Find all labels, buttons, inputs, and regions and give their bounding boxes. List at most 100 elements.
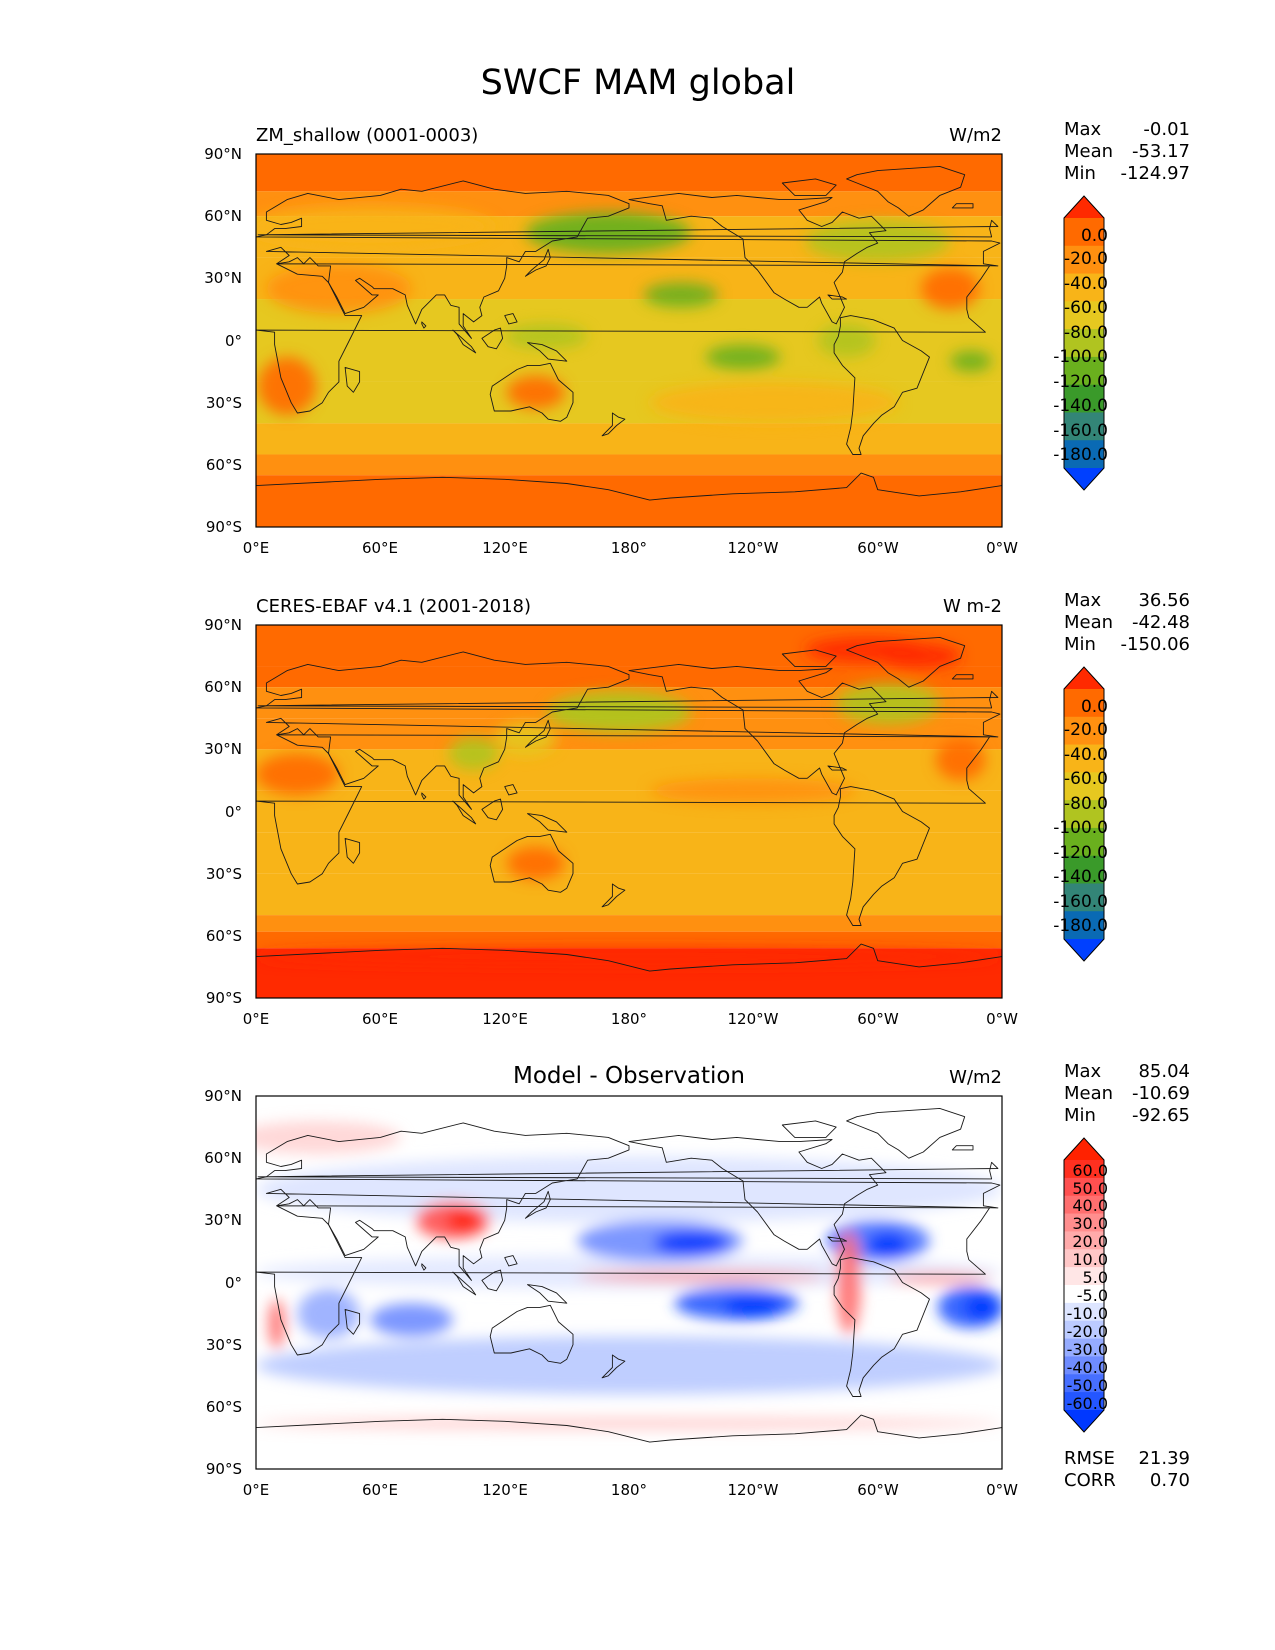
metric-label: CORR (1064, 1470, 1116, 1491)
x-axis: 0°E 60°E 120°E 180° 120°W 60°W 0°W (243, 539, 1018, 557)
coastline (421, 1263, 427, 1271)
field-patch (256, 1156, 1002, 1223)
field-patch (256, 1336, 1002, 1395)
colorbar-arrow-bottom (1064, 939, 1104, 961)
latitude-band (256, 749, 1002, 791)
y-axis: 90°N 60°N 30°N 0° 30°S 60°S 90°S (204, 145, 242, 536)
coastline-group (256, 636, 1002, 998)
figure-title: SWCF MAM global (481, 63, 796, 103)
colorbar-segment (1064, 1356, 1104, 1375)
panel-units: W/m2 (949, 1067, 1002, 1088)
colorbar-segment (1064, 911, 1104, 940)
colorbar-label: -140.0 (1053, 396, 1108, 416)
coastline (827, 1236, 848, 1242)
colorbar-labels: 60.0 50.0 40.0 30.0 20.0 10.0 5.0 -5.0 -… (1067, 1161, 1108, 1413)
colorbar-label: -20.0 (1064, 720, 1108, 740)
coastline (481, 327, 504, 350)
colorbar-segment (1064, 329, 1104, 358)
colorbar-segment (1064, 1177, 1104, 1197)
colorbar-segment (1064, 689, 1104, 718)
colorbar-label: -180.0 (1053, 445, 1108, 465)
y-tick-label: 30°N (204, 740, 242, 758)
field-patch (724, 1297, 783, 1318)
coastline (452, 800, 477, 825)
colorbar-arrow-bottom (1064, 1410, 1104, 1432)
field-patch (888, 1273, 992, 1284)
stat-label: Max (1064, 590, 1102, 611)
field-patch (256, 753, 339, 795)
colorbar-label: -120.0 (1053, 372, 1108, 392)
colorbar-outline (1063, 666, 1105, 962)
x-tick-label: 60°W (857, 1010, 899, 1028)
field-patch (653, 1230, 729, 1256)
y-tick-label: 60°S (206, 927, 242, 945)
x-tick-label: 120°W (728, 539, 779, 557)
field-patch (256, 1120, 402, 1155)
field-patch (256, 1417, 1002, 1430)
colorbar-segment (1064, 772, 1104, 801)
field-patch (867, 1232, 909, 1258)
colorbar-label: -40.0 (1067, 1358, 1108, 1377)
colorbar-label: -30.0 (1067, 1340, 1108, 1359)
stat-label: Min (1064, 163, 1096, 184)
colorbar (1063, 666, 1105, 962)
y-tick-label: 60°S (206, 456, 242, 474)
latitude-band (256, 931, 1002, 949)
y-axis: 90°N 60°N 30°N 0° 30°S 60°S 90°S (204, 1087, 242, 1478)
y-tick-label: 30°N (204, 1211, 242, 1229)
coastline (257, 219, 999, 238)
colorbar-segment (1064, 1302, 1104, 1322)
field-patch (877, 643, 961, 669)
coastline (833, 1257, 930, 1397)
coastline (481, 1269, 504, 1292)
colorbar-segment (1064, 440, 1104, 469)
coastline (421, 321, 427, 329)
colorbar-arrow-top (1064, 196, 1104, 218)
x-tick-label: 120°E (482, 1481, 528, 1499)
x-tick-label: 120°E (482, 539, 528, 557)
colorbar-segment (1064, 218, 1104, 247)
y-tick-label: 60°N (204, 1149, 242, 1167)
colorbar-label: -120.0 (1053, 843, 1108, 863)
colorbar-label: 40.0 (1072, 1196, 1108, 1215)
field-patch (836, 1230, 862, 1335)
y-tick-label: 0° (225, 1274, 242, 1292)
colorbar-label: -180.0 (1053, 916, 1108, 936)
y-tick-label: 60°S (206, 1398, 242, 1416)
coastline (827, 294, 848, 300)
panel-units: W m-2 (943, 596, 1002, 617)
colorbar-segment (1064, 412, 1104, 441)
x-tick-label: 0°W (986, 539, 1018, 557)
colorbar-segment (1064, 1285, 1104, 1304)
map-field (256, 1096, 1002, 1469)
y-tick-label: 30°S (206, 865, 242, 883)
coastline (827, 765, 848, 771)
x-tick-label: 120°W (728, 1481, 779, 1499)
map-fill (256, 1096, 1002, 1469)
field-patch (546, 691, 692, 733)
stat-label: Min (1064, 634, 1096, 655)
field-smooth (256, 637, 1002, 965)
colorbar-arrow-bottom (1064, 468, 1104, 490)
coastline (256, 472, 1002, 527)
field-patch (504, 323, 588, 349)
coastline (628, 1134, 887, 1267)
stat-value: -92.65 (1132, 1105, 1190, 1126)
latitude-band (256, 454, 1002, 476)
field-patch (805, 220, 951, 262)
coastline (344, 837, 361, 864)
stat-label: Max (1064, 1061, 1102, 1082)
field-patch (964, 1294, 998, 1320)
field-patch (817, 323, 876, 358)
field-patch (268, 1299, 286, 1349)
stat-label: Max (1064, 119, 1102, 140)
colorbar-label: 10.0 (1072, 1250, 1108, 1269)
field-smooth (256, 1120, 1002, 1430)
coastline (421, 792, 427, 800)
coastline (781, 178, 837, 196)
coastline (489, 362, 574, 422)
x-tick-label: 180° (611, 1010, 647, 1028)
field-patch (506, 375, 565, 409)
metric-value: 21.39 (1138, 1448, 1190, 1469)
x-tick-label: 180° (611, 539, 647, 557)
